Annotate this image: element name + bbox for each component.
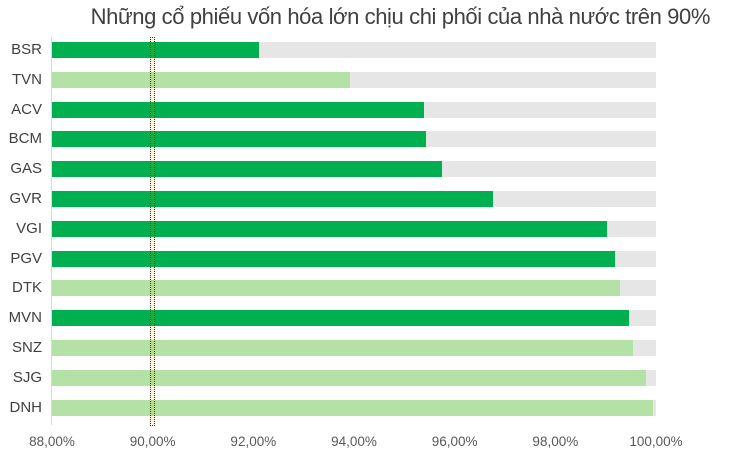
x-tick-label: 92,00% xyxy=(230,434,277,449)
category-label: BSR xyxy=(11,41,42,58)
category-label: TVN xyxy=(12,70,42,88)
category-label: DNH xyxy=(9,398,43,416)
category-label: PGV xyxy=(10,249,42,267)
category-label: DTK xyxy=(12,279,42,297)
bar-row-dnh: DNH xyxy=(0,398,730,416)
bar-value xyxy=(52,250,616,267)
bar-value xyxy=(52,161,443,178)
bar-value xyxy=(52,101,424,118)
bar-row-snz: SNZ xyxy=(0,340,730,356)
bar-value xyxy=(52,340,633,356)
bar-row-bsr: BSR xyxy=(0,42,730,58)
bar-value xyxy=(52,42,259,58)
category-label: MVN xyxy=(8,309,42,327)
chart-title: Những cổ phiếu vốn hóa lớn chịu chi phối… xyxy=(90,4,711,29)
bar-row-pgv: PGV xyxy=(0,249,730,267)
reference-line-90 xyxy=(149,37,155,426)
bar-row-dtk: DTK xyxy=(0,279,730,297)
x-tick-label: 96,00% xyxy=(431,434,478,449)
bar-row-sjg: SJG xyxy=(0,368,730,386)
bar-value xyxy=(52,310,629,327)
bar-row-acv: ACV xyxy=(0,100,730,118)
bar-value xyxy=(52,71,350,88)
bar-value xyxy=(52,131,426,148)
x-tick-label: 100,00% xyxy=(629,434,683,449)
bar-value xyxy=(52,191,493,207)
bar-row-mvn: MVN xyxy=(0,309,730,327)
bar-value xyxy=(52,399,653,416)
bar-row-gvr: GVR xyxy=(0,191,730,207)
x-tick-label: 98,00% xyxy=(532,434,579,449)
bar-row-bcm: BCM xyxy=(0,130,730,148)
x-tick-label: 90,00% xyxy=(129,434,176,449)
bar-row-tvn: TVN xyxy=(0,70,730,88)
bar-value xyxy=(52,220,608,237)
category-label: SNZ xyxy=(12,339,42,356)
category-label: VGI xyxy=(16,219,42,237)
y-axis-line xyxy=(51,37,52,425)
category-label: GAS xyxy=(10,160,42,178)
category-label: GVR xyxy=(9,190,42,207)
bar-row-gas: GAS xyxy=(0,160,730,178)
x-tick-label: 88,00% xyxy=(29,434,75,449)
bar-value xyxy=(52,369,646,386)
x-tick-label: 94,00% xyxy=(331,434,377,449)
bar-value xyxy=(52,280,621,297)
category-label: SJG xyxy=(12,368,42,386)
category-label: BCM xyxy=(8,130,42,148)
bar-row-vgi: VGI xyxy=(0,219,730,237)
category-label: ACV xyxy=(11,100,42,118)
